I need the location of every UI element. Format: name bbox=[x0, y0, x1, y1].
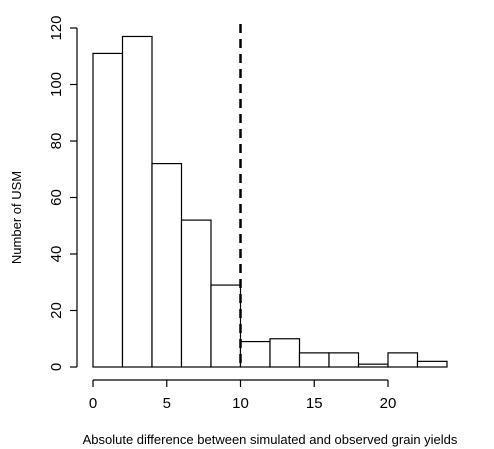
histogram-bar bbox=[269, 338, 301, 368]
y-axis-tick-label: 40 bbox=[48, 246, 65, 263]
histogram-bar bbox=[151, 163, 183, 368]
x-axis-title: Absolute difference between simulated an… bbox=[83, 432, 458, 447]
y-axis: 0 20 40 60 80 100 120 bbox=[48, 15, 78, 371]
y-axis-tick-label: 120 bbox=[48, 15, 65, 40]
y-axis-tick-label: 60 bbox=[48, 189, 65, 206]
y-axis-tick-label: 100 bbox=[48, 72, 65, 97]
y-axis-title: Number of USM bbox=[9, 171, 24, 264]
histogram-bar bbox=[210, 284, 242, 368]
y-axis-tick-label: 0 bbox=[48, 363, 65, 371]
histogram-bar bbox=[239, 340, 271, 368]
histogram-bar bbox=[416, 360, 448, 368]
histogram-bar bbox=[298, 352, 330, 368]
x-axis-tick-label: 20 bbox=[380, 395, 397, 412]
x-axis-tick-label: 5 bbox=[163, 395, 171, 412]
histogram-bar bbox=[357, 363, 389, 368]
y-axis-tick-label: 80 bbox=[48, 133, 65, 150]
x-axis: 0 5 10 15 20 bbox=[89, 379, 397, 412]
histogram-bar bbox=[387, 352, 419, 368]
x-axis-tick-label: 10 bbox=[232, 395, 249, 412]
histogram-bars bbox=[92, 35, 448, 368]
x-axis-tick-label: 0 bbox=[89, 395, 97, 412]
histogram-bar bbox=[180, 219, 212, 368]
histogram-bar bbox=[328, 352, 360, 368]
histogram-bar bbox=[121, 35, 153, 368]
x-axis-tick-label: 15 bbox=[306, 395, 323, 412]
histogram-bar bbox=[92, 52, 124, 368]
y-axis-tick-label: 20 bbox=[48, 302, 65, 319]
